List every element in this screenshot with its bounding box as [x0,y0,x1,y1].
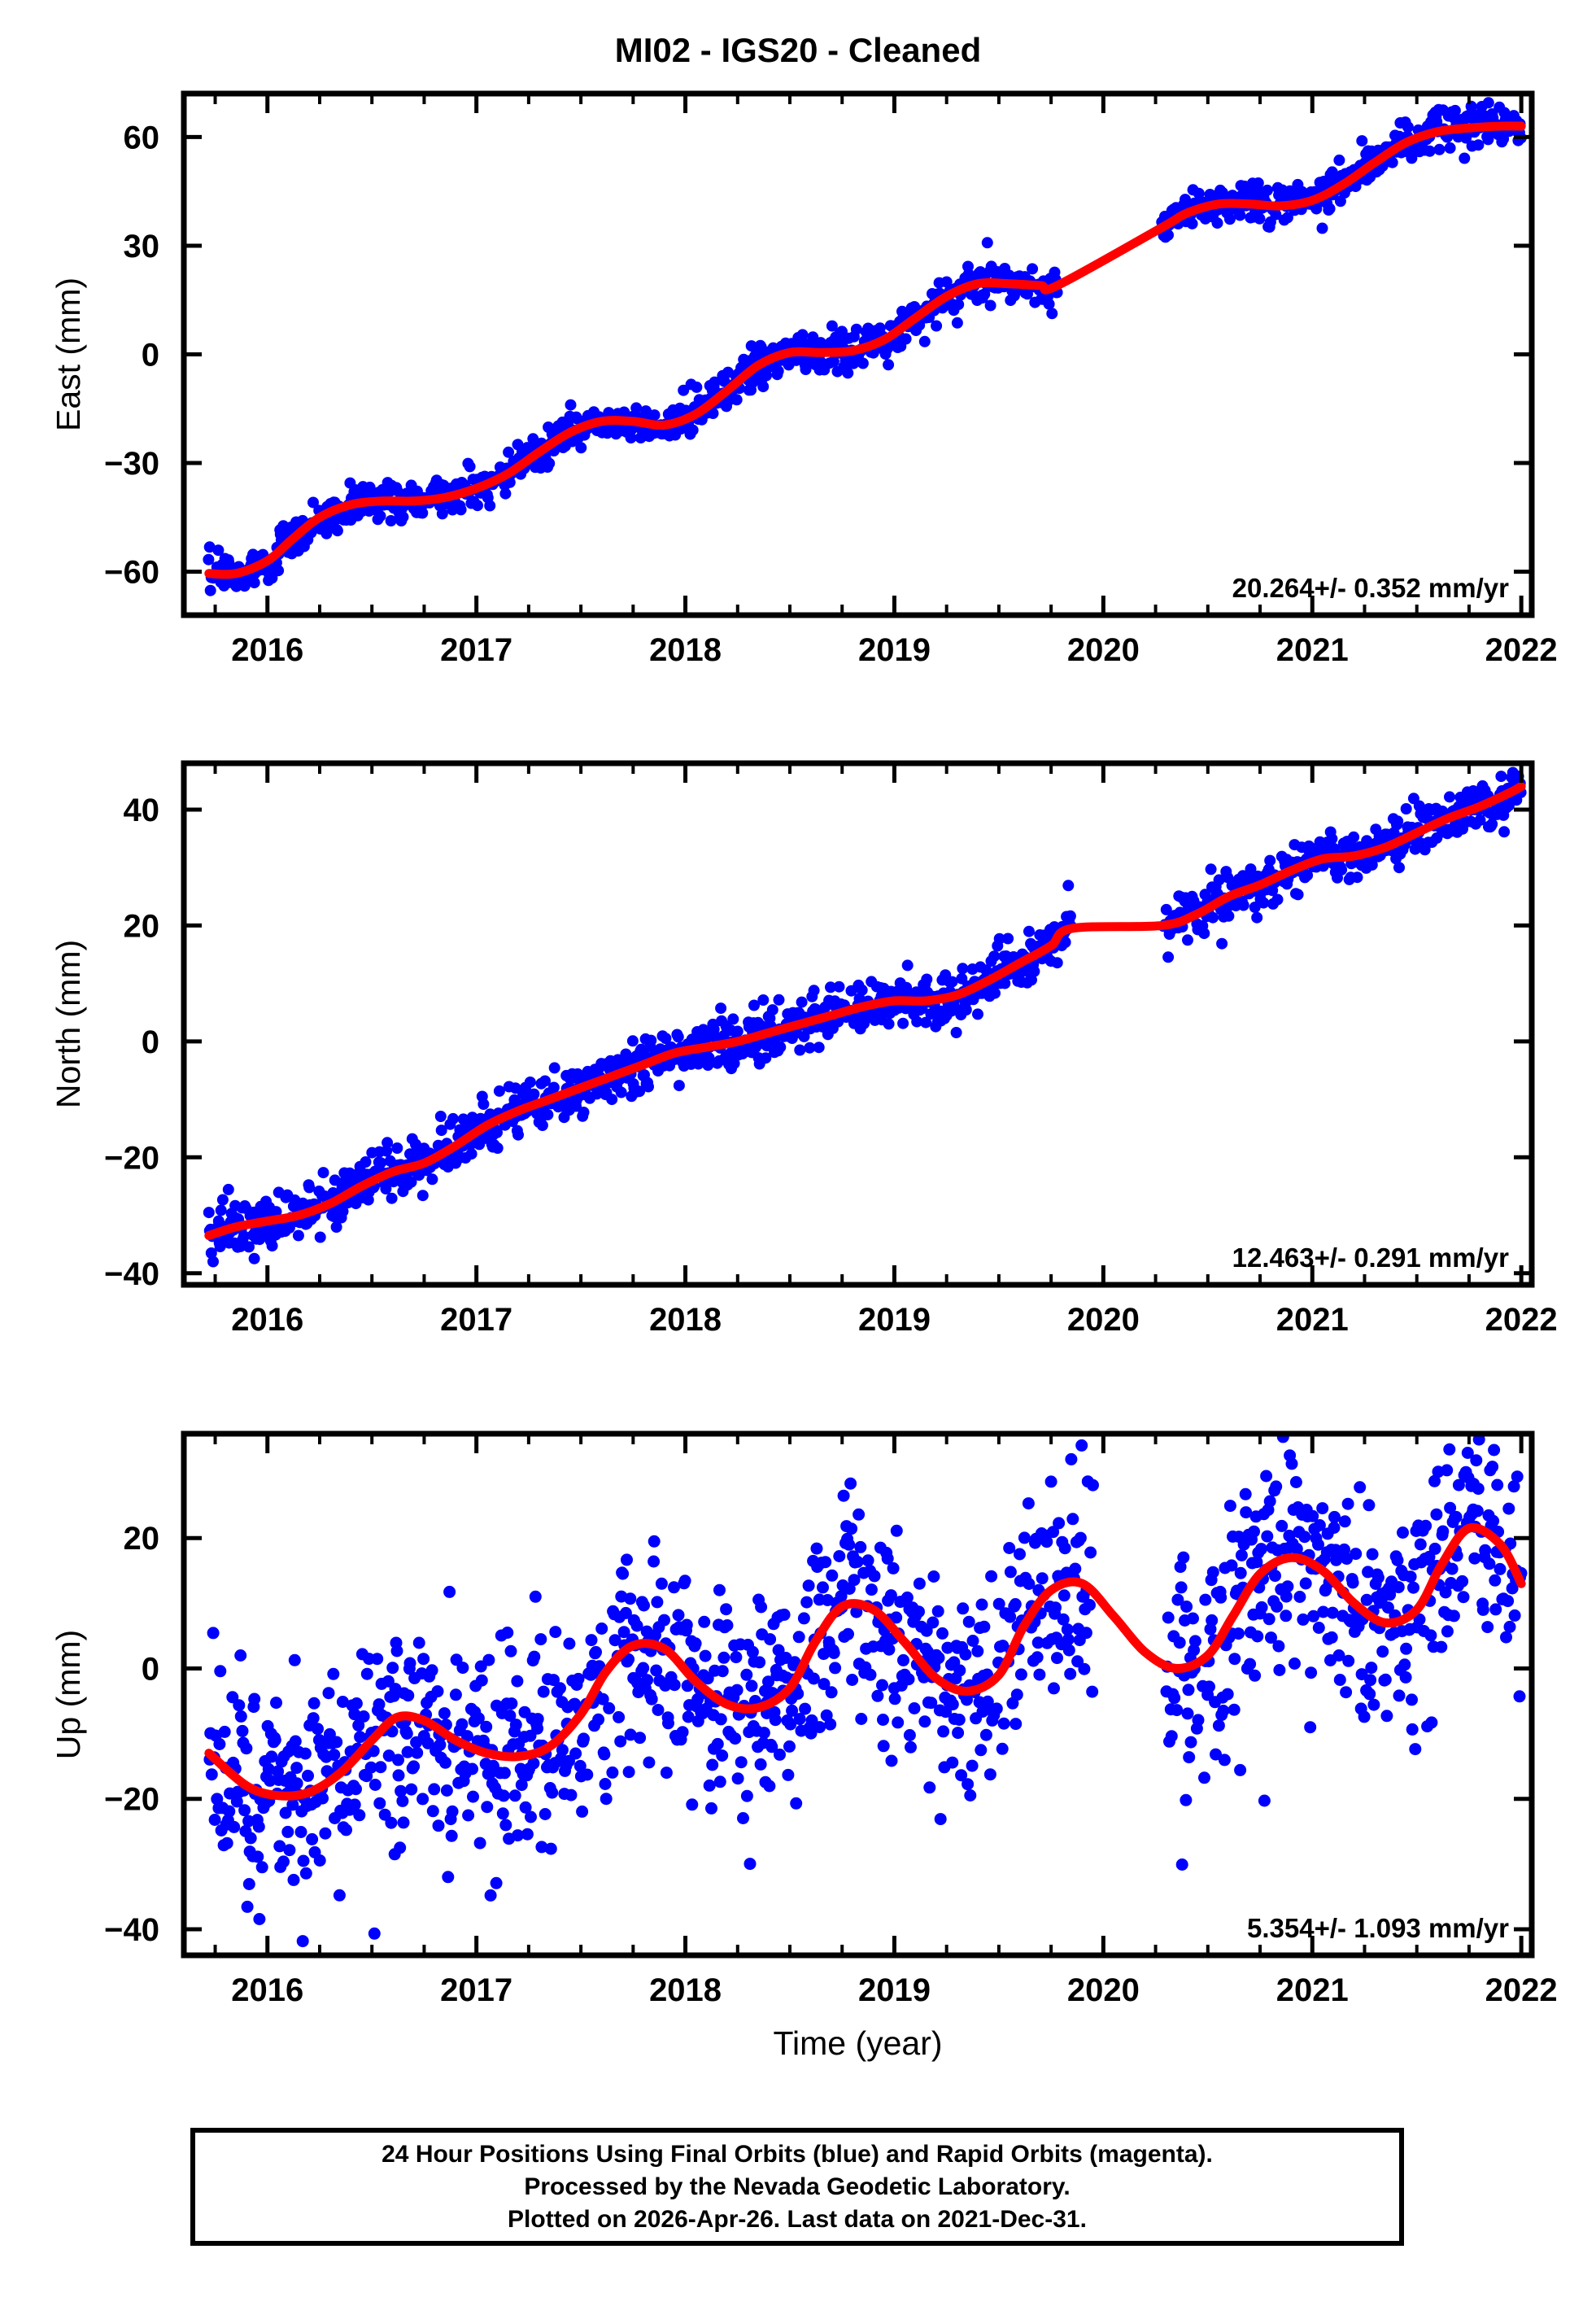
rate-annotation: 20.264+/- 0.352 mm/yr [1232,573,1509,603]
x-tick-label: 2022 [1485,1972,1558,2008]
y-tick-label: −40 [104,1912,159,1948]
y-tick-label: 0 [142,1024,159,1060]
axes-frame [181,1430,1535,1959]
panel-east: 60 30 0 −30 −60 2016 2017 2018 2019 2020 2021 2022 E… [50,90,1558,668]
data-layer-up [203,1434,1528,1948]
x-axis-title: Time (year) [773,2024,942,2062]
x-tick-label: 2016 [231,1972,303,2008]
page-title: MI02 - IGS20 - Cleaned [614,31,982,69]
panel-north: 40 20 0 −20 −40 2016 2017 2018 2019 2020 2021 2022 N… [50,760,1558,1338]
x-tick-label: 2018 [649,1972,722,2008]
y-tick-label: 30 [124,229,160,264]
footer-note-box: 24 Hour Positions Using Final Orbits (bl… [190,2128,1404,2246]
footer-line-2: Processed by the Nevada Geodetic Laborat… [524,2173,1071,2200]
x-tick-label: 2019 [858,632,931,668]
rate-annotation: 5.354+/- 1.093 mm/yr [1247,1913,1509,1943]
footer-line-1: 24 Hour Positions Using Final Orbits (bl… [382,2140,1213,2168]
y-tick-label: −20 [104,1782,159,1818]
y-tick-label: −20 [104,1140,159,1176]
x-tick-label: 2016 [231,1302,303,1338]
x-tick-label: 2022 [1485,632,1558,668]
trend-line [204,781,1526,1240]
x-tick-label: 2021 [1276,632,1349,668]
x-tick-label: 2016 [231,632,303,668]
y-axis-title: East (mm) [50,277,87,431]
panel-up: 20 0 −20 −40 2016 2017 2018 2019 2020 2021 2022 Up … [50,1430,1558,2062]
y-tick-label: 40 [124,793,160,828]
x-tick-label: 2017 [440,632,512,668]
axes-frame [181,760,1535,1288]
x-tick-label: 2022 [1485,1302,1558,1338]
x-tick-label: 2020 [1067,632,1140,668]
x-tick-label: 2020 [1067,1972,1140,2008]
y-tick-label: 20 [124,908,160,944]
scatter-points [203,1434,1528,1948]
data-layer-north [203,766,1527,1268]
trend-line [204,121,1526,579]
y-tick-label: 0 [142,338,159,373]
y-tick-label: 20 [124,1521,160,1557]
x-tick-label: 2018 [649,632,722,668]
x-tick-label: 2017 [440,1972,512,2008]
x-tick-label: 2018 [649,1302,722,1338]
y-tick-label: −40 [104,1256,159,1292]
trend-line [204,1522,1526,1801]
x-tick-label: 2017 [440,1302,512,1338]
rate-annotation: 12.463+/- 0.291 mm/yr [1232,1243,1509,1273]
footer-line-3: Plotted on 2026-Apr-26. Last data on 202… [508,2205,1087,2233]
x-tick-label: 2021 [1276,1972,1349,2008]
x-tick-label: 2019 [858,1302,931,1338]
scatter-points [203,766,1527,1268]
y-tick-label: −60 [104,555,159,591]
y-tick-label: −30 [104,446,159,482]
x-tick-label: 2020 [1067,1302,1140,1338]
x-tick-label: 2019 [858,1972,931,2008]
y-axis-title: Up (mm) [50,1630,87,1759]
y-tick-label: 60 [124,120,160,155]
y-tick-label: 0 [142,1651,159,1687]
x-tick-label: 2021 [1276,1302,1349,1338]
y-axis-title: North (mm) [50,940,87,1108]
data-layer-east [203,97,1527,596]
